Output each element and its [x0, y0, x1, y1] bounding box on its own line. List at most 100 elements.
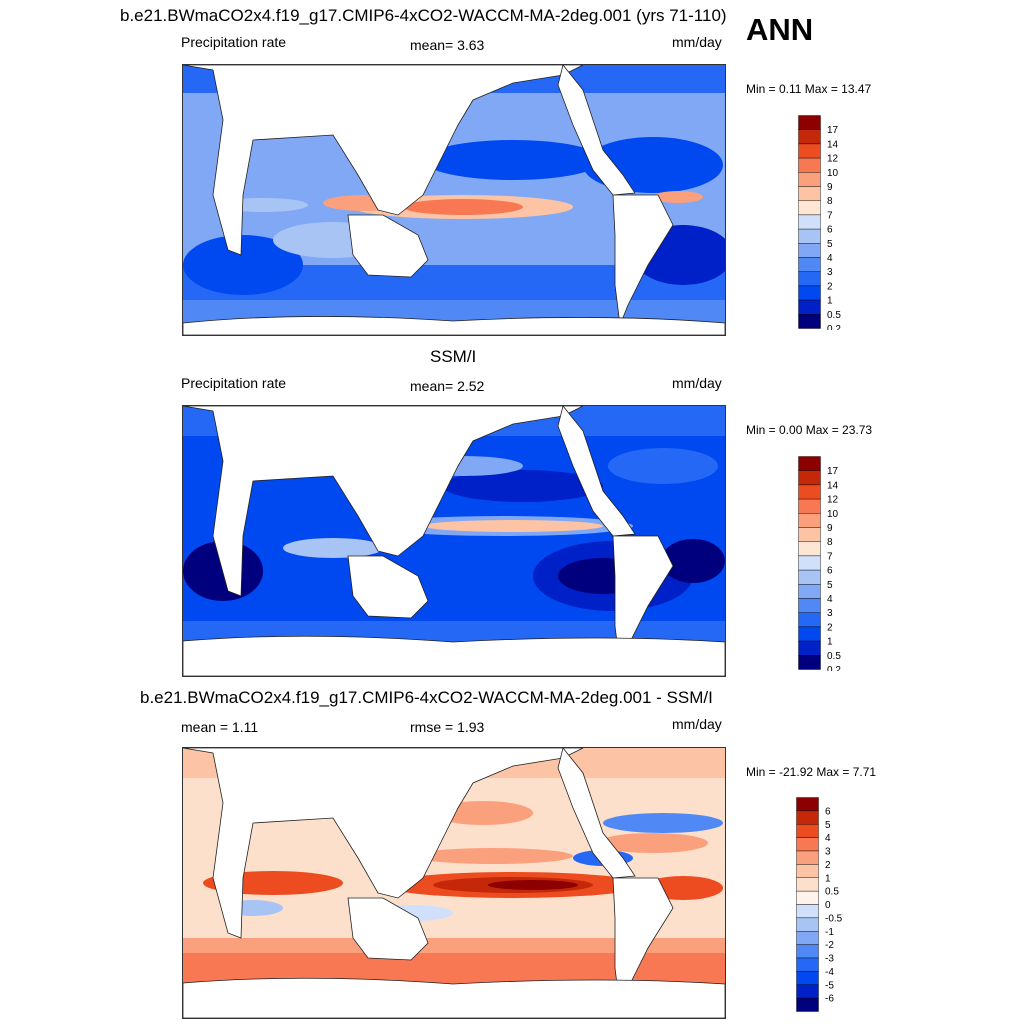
panel2-colorbar-label: 17 [827, 466, 839, 477]
panel3-colorbar-swatch [796, 824, 819, 838]
panel2-map-field [183, 406, 725, 676]
panel3-colorbar-label: 0 [825, 900, 831, 911]
panel1-colorbar-swatch [798, 285, 821, 301]
panel2-colorbar-label: 12 [827, 495, 839, 506]
panel1-colorbar-label: 0.5 [827, 310, 841, 321]
panel1-colorbar-label: 14 [827, 139, 839, 150]
panel2-colorbar-swatch [798, 456, 821, 471]
panel2-colorbar-swatch [798, 555, 821, 571]
panel3-colorbar-label: 2 [825, 860, 831, 871]
panel3-colorbar-swatch [796, 877, 819, 892]
panel2-minmax-label: Min = 0.00 Max = 23.73 [746, 423, 873, 437]
panel3-colorbar-swatch [796, 997, 819, 1012]
panel2-mean-label: mean= 2.52 [410, 378, 485, 394]
panel3-colorbar-swatch [796, 810, 819, 825]
panel2-colorbar: 17 14 12 10 9 8 7 6 5 4 3 2 1 0.5 0.2 [798, 456, 878, 676]
panel1-colorbar-label: 0.2 [827, 324, 841, 330]
panel1-colorbar-swatch [798, 257, 821, 272]
panel3-colorbar-swatch [796, 984, 819, 999]
panel2-colorbar-swatch [798, 598, 821, 613]
panel3-title: b.e21.BWmaCO2x4.f19_g17.CMIP6-4xCO2-WACC… [140, 688, 713, 707]
panel3-colorbar-swatch [796, 957, 819, 972]
panel2-colorbar-swatch [798, 513, 821, 528]
case-title: b.e21.BWmaCO2x4.f19_g17.CMIP6-4xCO2-WACC… [120, 6, 727, 25]
panel3-units-label: mm/day [672, 716, 722, 732]
panel1-map [182, 64, 726, 336]
panel1-colorbar-svg: 17 14 12 10 9 8 7 6 5 4 3 2 1 0.5 0.2 [798, 115, 841, 335]
panel3-colorbar-label: 0.5 [825, 887, 839, 898]
panel1-variable-label: Precipitation rate [181, 34, 287, 50]
panel3-colorbar-label: 3 [825, 847, 831, 858]
panel3-colorbar-label: -5 [825, 980, 834, 991]
panel3-minmax-label: Min = -21.92 Max = 7.71 [746, 765, 877, 779]
panel2-colorbar-label: 10 [827, 509, 839, 520]
panel1-colorbar-label: 12 [827, 154, 839, 165]
panel2-colorbar-label: 5 [827, 580, 833, 591]
panel2-colorbar-label: 7 [827, 551, 833, 562]
panel2-colorbar-swatch [798, 640, 821, 656]
panel1-colorbar-swatch [798, 186, 821, 201]
panel1-units-label: mm/day [672, 34, 722, 50]
panel1-colorbar-swatch [798, 172, 821, 187]
panel2-units-label: mm/day [672, 375, 722, 391]
panel1-colorbar-label: 1 [827, 296, 833, 307]
panel1-colorbar-label: 2 [827, 281, 833, 292]
panel2-colorbar-label: 4 [827, 594, 833, 605]
panel1-colorbar-swatch [798, 228, 821, 244]
panel1-map-field [183, 65, 725, 335]
panel3-colorbar-swatch [796, 797, 819, 812]
panel1-colorbar: 17 14 12 10 9 8 7 6 5 4 3 2 1 0.5 0.2 [798, 115, 878, 335]
panel2-colorbar-swatch [798, 470, 821, 486]
panel1-colorbar-label: 8 [827, 196, 833, 207]
panel2-variable-label: Precipitation rate [181, 375, 287, 391]
panel2-colorbar-swatch [798, 626, 821, 642]
panel3-colorbar-swatch [796, 890, 819, 905]
panel1-mean-label: mean= 3.63 [410, 37, 485, 53]
panel3-colorbar-label: 1 [825, 873, 831, 884]
panel3-colorbar-label: -3 [825, 954, 834, 965]
panel2-colorbar-label: 8 [827, 537, 833, 548]
panel2-colorbar-swatch [798, 541, 821, 557]
panel2-colorbar-swatch [798, 484, 821, 500]
panel1-colorbar-swatch [798, 157, 821, 173]
panel2-colorbar-label: 0.5 [827, 651, 841, 662]
panel2-colorbar-swatch [798, 527, 821, 542]
panel1-colorbar-swatch [798, 115, 821, 130]
panel3-rmse-label: rmse = 1.93 [410, 719, 485, 735]
panel2-colorbar-swatch [798, 498, 821, 514]
panel3-colorbar-swatch [796, 917, 819, 932]
panel1-colorbar-label: 5 [827, 239, 833, 250]
panel2-map [182, 405, 726, 677]
panel2-colorbar-label: 2 [827, 622, 833, 633]
panel1-colorbar-label: 4 [827, 253, 833, 264]
panel2-colorbar-label: 0.2 [827, 665, 841, 671]
panel2-colorbar-label: 9 [827, 523, 833, 534]
panel2-colorbar-swatch [798, 584, 821, 599]
panel1-minmax-label: Min = 0.11 Max = 13.47 [746, 82, 872, 96]
panel1-colorbar-label: 7 [827, 210, 833, 221]
panel1-colorbar-swatch [798, 129, 821, 145]
panel2-colorbar-label: 3 [827, 608, 833, 619]
panel3-mean-label: mean = 1.11 [181, 719, 259, 735]
panel3-colorbar-label: -0.5 [825, 913, 843, 924]
panel3-colorbar-label: -1 [825, 927, 834, 938]
panel1-colorbar-label: 17 [827, 125, 839, 136]
panel1-colorbar-swatch [798, 143, 821, 159]
panel1-colorbar-swatch [798, 214, 821, 230]
panel3-colorbar: 6 5 4 3 2 1 0.5 0 -0.5 -1 -2 -3 -4 -5 -6 [796, 797, 876, 1013]
panel1-colorbar-label: 9 [827, 182, 833, 193]
panel1-colorbar-label: 3 [827, 267, 833, 278]
panel1-colorbar-label: 10 [827, 168, 839, 179]
panel3-colorbar-label: 4 [825, 833, 831, 844]
panel1-colorbar-swatch [798, 314, 821, 329]
panel3-colorbar-swatch [796, 904, 819, 919]
panel3-colorbar-label: -2 [825, 940, 834, 951]
panel1-colorbar-label: 6 [827, 225, 833, 236]
panel3-colorbar-svg: 6 5 4 3 2 1 0.5 0 -0.5 -1 -2 -3 -4 -5 -6 [796, 797, 843, 1012]
panel3-colorbar-swatch [796, 864, 819, 878]
panel1-colorbar-swatch [798, 299, 821, 315]
panel2-colorbar-label: 1 [827, 637, 833, 648]
panel3-colorbar-swatch [796, 837, 819, 852]
panel3-colorbar-swatch [796, 971, 819, 985]
panel3-colorbar-label: -4 [825, 967, 834, 978]
